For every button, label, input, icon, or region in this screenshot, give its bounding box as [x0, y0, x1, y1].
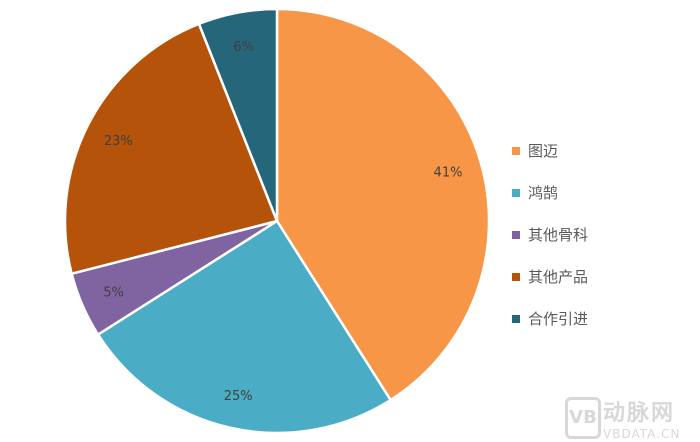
legend-label: 其他骨科: [528, 226, 589, 244]
legend-swatch: [512, 146, 520, 155]
data-label-1: 25%: [224, 389, 253, 404]
data-label-2: 5%: [103, 286, 124, 301]
legend-item-2: 其他骨科: [512, 224, 588, 245]
pie-slice-4: [197, 7, 279, 222]
legend-label: 鸿鹄: [528, 184, 559, 202]
watermark-text-cn: 动脉网: [603, 401, 676, 426]
legend-item-0: 图迈: [512, 140, 558, 161]
legend-item-1: 鸿鹄: [512, 182, 558, 203]
pie-slice-3: [63, 22, 279, 276]
data-label-4: 6%: [233, 40, 254, 55]
legend-label: 图迈: [528, 142, 559, 160]
data-label-3: 23%: [104, 134, 133, 149]
data-label-0: 41%: [434, 165, 463, 180]
watermark: VB 动脉网 VBDATA.CN: [565, 395, 680, 441]
legend-label: 其他产品: [528, 268, 589, 286]
legend-item-3: 其他产品: [512, 266, 588, 287]
watermark-text-en: VBDATA.CN: [603, 427, 681, 441]
legend-swatch: [512, 230, 520, 239]
legend-swatch: [512, 188, 520, 197]
legend-item-4: 合作引进: [512, 308, 588, 329]
legend-swatch: [512, 272, 520, 281]
legend-swatch: [512, 314, 520, 323]
legend-label: 合作引进: [528, 310, 589, 328]
watermark-logo: VB: [565, 397, 601, 439]
pie-slice-1: [96, 219, 393, 435]
